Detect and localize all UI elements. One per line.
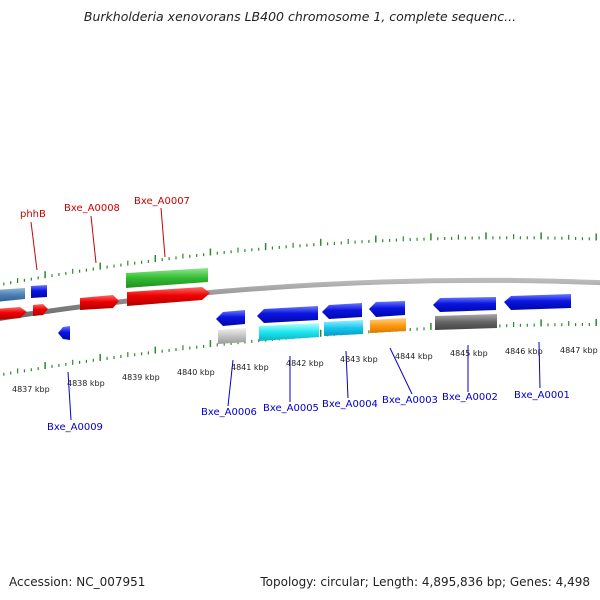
gene-label-bxe-a0003[interactable]: Bxe_A0003 [382,395,438,406]
label-leader-lines [30,207,541,421]
gene-label-bxe-a0008[interactable]: Bxe_A0008 [64,203,120,214]
gene-label-bxe-a0002[interactable]: Bxe_A0002 [442,392,498,403]
topology-info-footer: Topology: circular; Length: 4,895,836 bp… [260,575,590,589]
gene-forward-red-a [0,307,27,320]
gene-reverse-bxe-a0003 [369,301,405,317]
map-title: Burkholderia xenovorans LB400 chromosome… [83,9,517,24]
leader-bxe-a0009 [67,371,72,421]
leader-bxe-a0003 [389,347,413,395]
gene-label-bxe-a0007[interactable]: Bxe_A0007 [134,196,190,207]
gene-label-phhB[interactable]: phhB [20,209,46,220]
kbp-label: 4847 kbp [560,346,598,355]
gene-reverse-bxe-a0009 [58,326,70,340]
gene-forward-bxe-a0008 [80,295,119,310]
kbp-label: 4839 kbp [122,373,160,382]
gene-forward-bxe-a0007-green [126,268,208,288]
gene-reverse-bxe-a0004-cyan [324,320,363,336]
gene-forward-red-b [33,304,48,316]
forward-strand-genes [0,268,210,320]
kbp-label: 4843 kbp [340,355,378,364]
gene-label-bxe-a0009[interactable]: Bxe_A0009 [47,422,103,433]
gene-reverse-bxe-a0006-gray [218,328,246,344]
leader-bxe-a0001 [538,341,541,389]
gene-forward-bxe-a0007-red [127,287,210,306]
reverse-strand-genes [58,294,571,344]
forward-ticks-track [3,232,597,286]
gene-label-bxe-a0004[interactable]: Bxe_A0004 [322,399,378,410]
kbp-label: 4841 kbp [231,363,269,372]
gene-label-bxe-a0006[interactable]: Bxe_A0006 [201,407,257,418]
gene-reverse-bxe-a0005-cyan [259,323,319,341]
kbp-label: 4840 kbp [177,368,215,377]
chromosome-backbone [0,277,600,321]
gene-forward-phhB-blue [31,285,47,298]
kbp-label: 4837 kbp [12,385,50,394]
gene-reverse-bxe-a0002 [433,297,496,312]
kbp-label: 4842 kbp [286,359,324,368]
kbp-label: 4838 kbp [67,379,105,388]
kbp-scale-labels: 4837 kbp 4838 kbp 4839 kbp 4840 kbp 4841… [12,346,598,394]
gene-reverse-bxe-a0003-orange [370,318,406,333]
kbp-label: 4846 kbp [505,347,543,356]
leader-phhB [30,221,38,271]
gene-reverse-bxe-a0005 [257,306,318,323]
kbp-label: 4844 kbp [395,352,433,361]
gene-reverse-bxe-a0006 [216,310,245,326]
gene-reverse-bxe-a0004 [322,303,362,319]
gene-reverse-bxe-a0001 [504,294,571,310]
gene-forward-steel [0,288,25,302]
leader-bxe-a0004 [345,350,349,399]
gene-label-bxe-a0005[interactable]: Bxe_A0005 [263,403,319,414]
reverse-gene-labels: Bxe_A0009 Bxe_A0006 Bxe_A0005 Bxe_A0004 … [47,390,570,433]
gene-label-bxe-a0001[interactable]: Bxe_A0001 [514,390,570,401]
forward-gene-labels: phhB Bxe_A0008 Bxe_A0007 [20,196,190,220]
accession-footer: Accession: NC_007951 [9,575,146,589]
leader-bxe-a0006 [227,359,234,407]
gene-reverse-bxe-a0002-gray [435,314,497,330]
leader-bxe-a0008 [90,215,97,264]
kbp-label: 4845 kbp [450,349,488,358]
leader-bxe-a0007 [160,207,166,258]
